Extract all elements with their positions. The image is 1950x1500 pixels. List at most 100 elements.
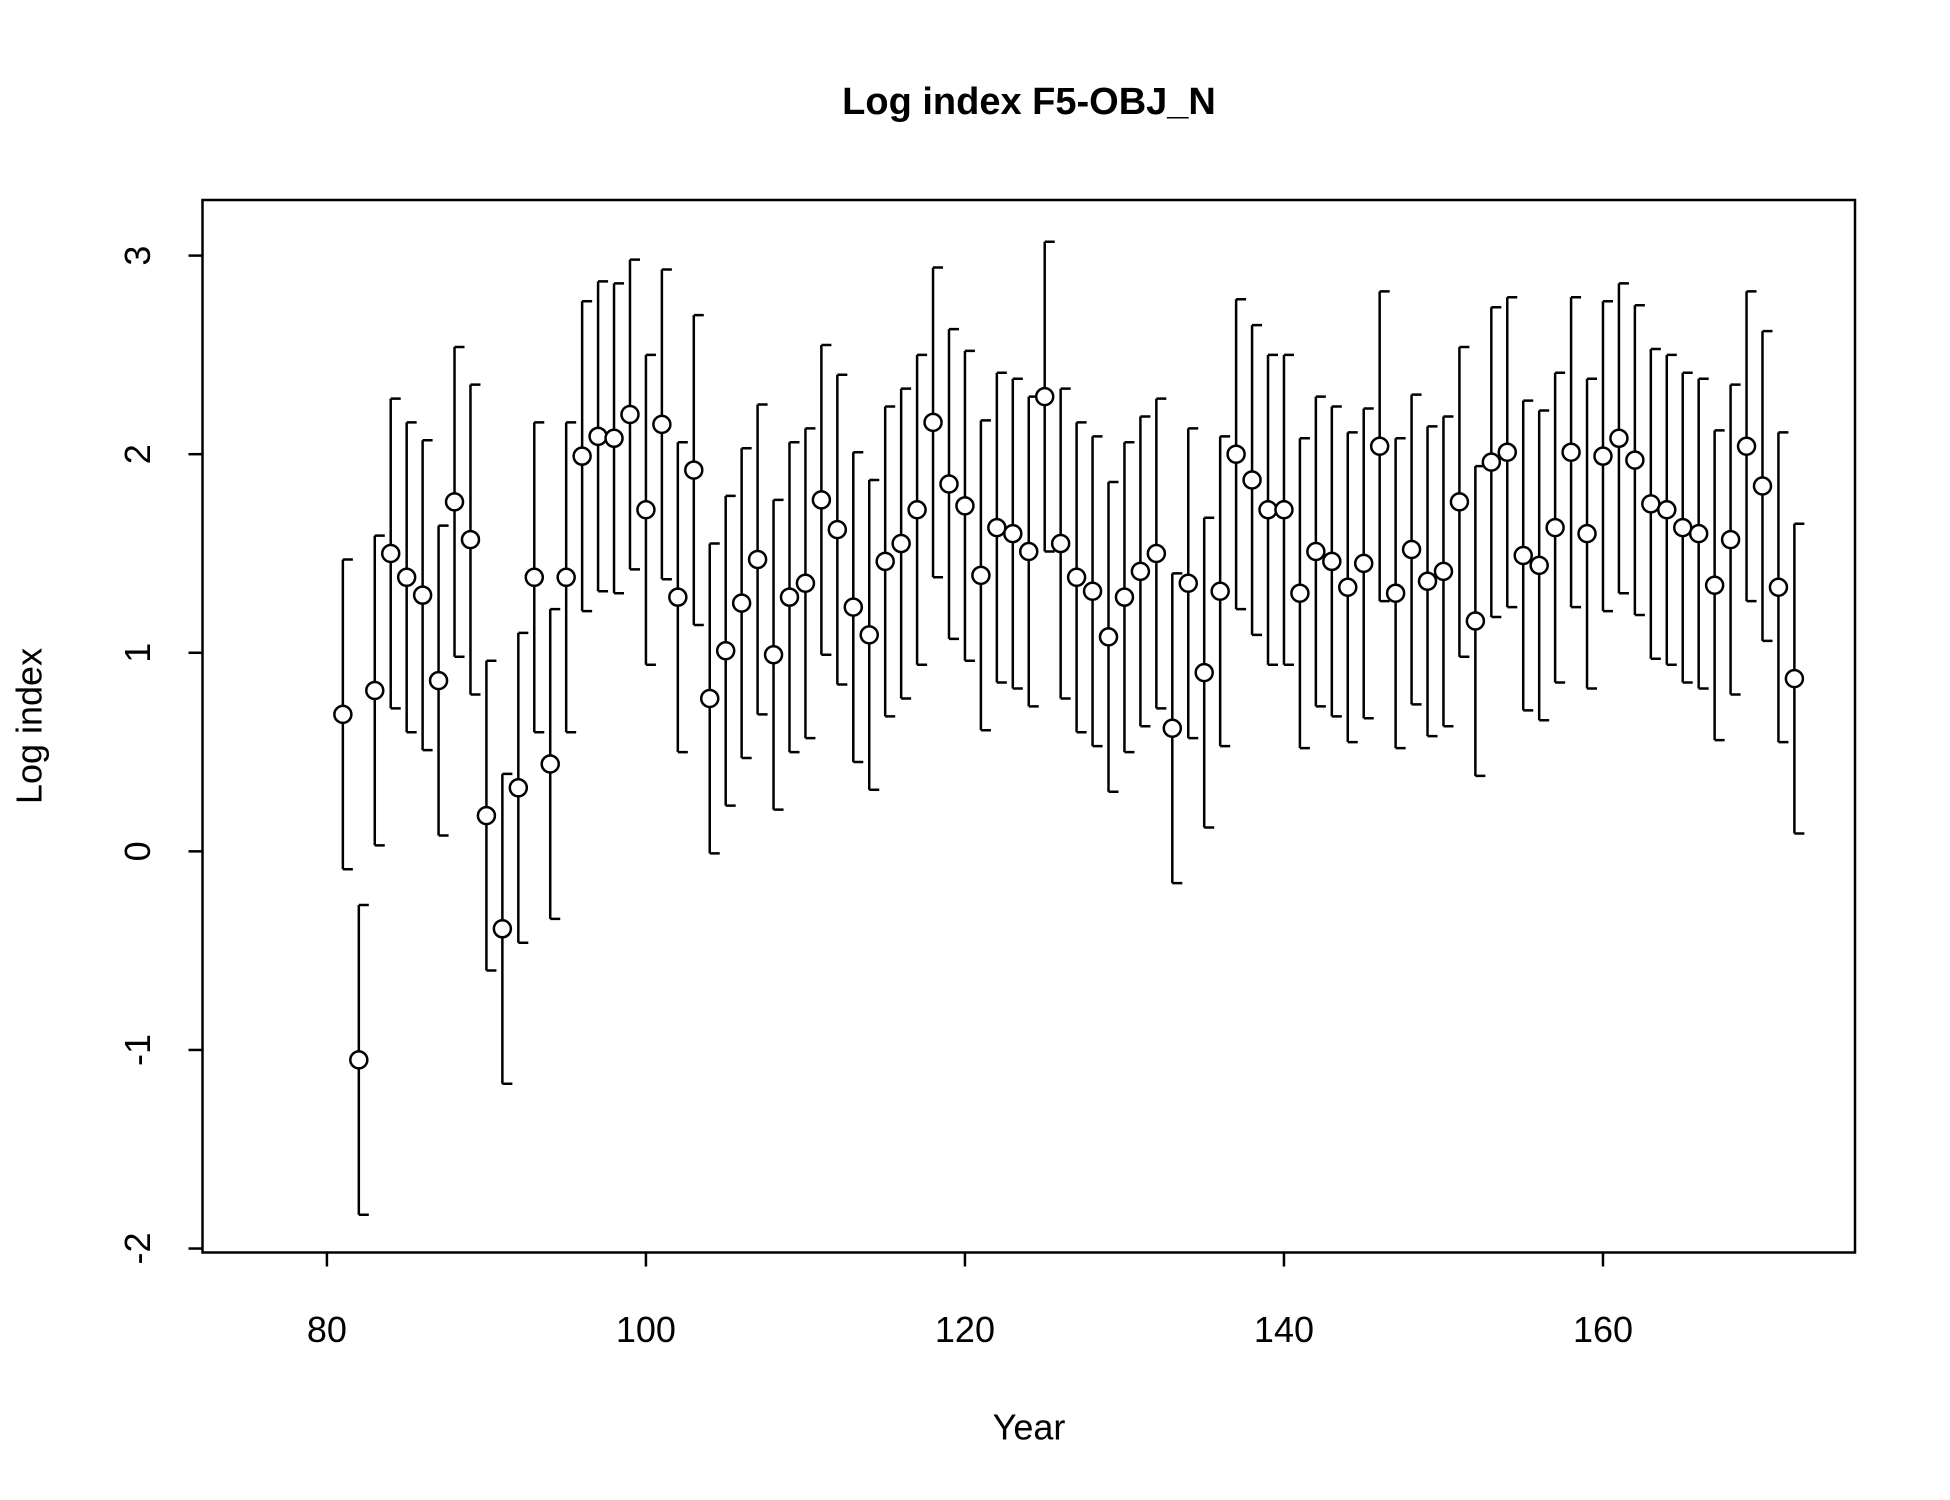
point	[1481, 452, 1502, 472]
point	[1353, 553, 1374, 574]
y-tick-label: 0	[117, 841, 158, 861]
point	[1226, 444, 1246, 464]
point	[1369, 436, 1390, 456]
point	[1098, 627, 1119, 647]
point	[875, 551, 895, 572]
point	[971, 565, 991, 586]
point	[604, 428, 624, 449]
point	[1497, 442, 1518, 462]
point	[492, 919, 513, 939]
point	[1082, 581, 1103, 601]
point	[444, 492, 465, 512]
point	[1449, 492, 1470, 512]
point	[1306, 541, 1326, 562]
point	[1178, 573, 1199, 594]
point	[1385, 583, 1406, 603]
y-tick-label: 2	[117, 444, 158, 464]
point	[731, 593, 752, 613]
point	[1736, 436, 1757, 456]
point	[1768, 577, 1789, 597]
point	[859, 625, 879, 645]
point	[907, 500, 927, 520]
y-tick-label: 3	[117, 246, 158, 266]
point	[1242, 470, 1262, 490]
point	[1657, 500, 1677, 520]
point	[1066, 567, 1087, 588]
point	[1130, 561, 1151, 582]
point	[699, 688, 720, 709]
point	[460, 529, 481, 550]
point	[1625, 450, 1645, 470]
point	[1338, 577, 1358, 597]
point	[684, 460, 704, 480]
point	[333, 704, 353, 725]
y-tick-label: 1	[117, 643, 158, 663]
point	[1114, 587, 1135, 607]
point	[1513, 545, 1533, 566]
x-tick-label: 160	[1573, 1309, 1633, 1350]
y-axis-label: Log index	[9, 648, 50, 804]
point	[1003, 523, 1023, 544]
point	[572, 446, 592, 466]
point	[891, 533, 911, 554]
point	[1401, 539, 1422, 560]
point	[1290, 583, 1310, 603]
point	[1433, 561, 1454, 582]
point	[524, 567, 545, 588]
point	[1162, 718, 1183, 738]
point	[588, 426, 608, 447]
point	[1609, 428, 1629, 449]
point	[1050, 533, 1071, 554]
chart-title: Log index F5-OBJ_N	[842, 81, 1216, 123]
point	[508, 778, 529, 798]
y-tick-label: -1	[117, 1034, 158, 1066]
point	[923, 412, 943, 433]
point	[668, 587, 688, 607]
point	[1784, 668, 1805, 689]
point	[779, 587, 800, 607]
plot-box	[201, 198, 1857, 1254]
point	[1672, 517, 1693, 538]
point	[396, 567, 417, 588]
x-axis-label: Year	[993, 1407, 1066, 1448]
point	[540, 754, 560, 774]
point	[955, 496, 975, 516]
point	[1593, 446, 1613, 466]
point	[811, 490, 832, 510]
x-tick-label: 100	[616, 1309, 676, 1350]
point	[1641, 494, 1661, 514]
point	[1146, 543, 1167, 564]
point	[1417, 571, 1438, 592]
y-tick-label: -2	[117, 1233, 158, 1265]
point	[1322, 551, 1342, 572]
point	[428, 670, 449, 691]
point	[476, 805, 497, 826]
point	[1034, 386, 1055, 407]
point	[365, 680, 385, 701]
point	[939, 474, 959, 494]
x-tick-label: 120	[935, 1309, 995, 1350]
point	[715, 641, 736, 661]
point	[652, 414, 672, 435]
point	[1720, 529, 1741, 550]
point	[747, 549, 768, 570]
point	[636, 500, 656, 520]
point	[1688, 523, 1709, 544]
point	[763, 645, 784, 665]
point	[1752, 476, 1773, 496]
point	[1545, 517, 1565, 538]
point	[1529, 555, 1549, 576]
point	[1194, 662, 1214, 683]
point	[795, 573, 816, 594]
point	[843, 597, 864, 617]
point	[412, 585, 433, 605]
point	[1465, 611, 1486, 631]
point	[1704, 575, 1725, 596]
point	[1019, 541, 1039, 562]
x-tick-label: 140	[1254, 1309, 1314, 1350]
point	[1274, 500, 1294, 520]
point	[556, 567, 576, 588]
point	[349, 1050, 369, 1070]
